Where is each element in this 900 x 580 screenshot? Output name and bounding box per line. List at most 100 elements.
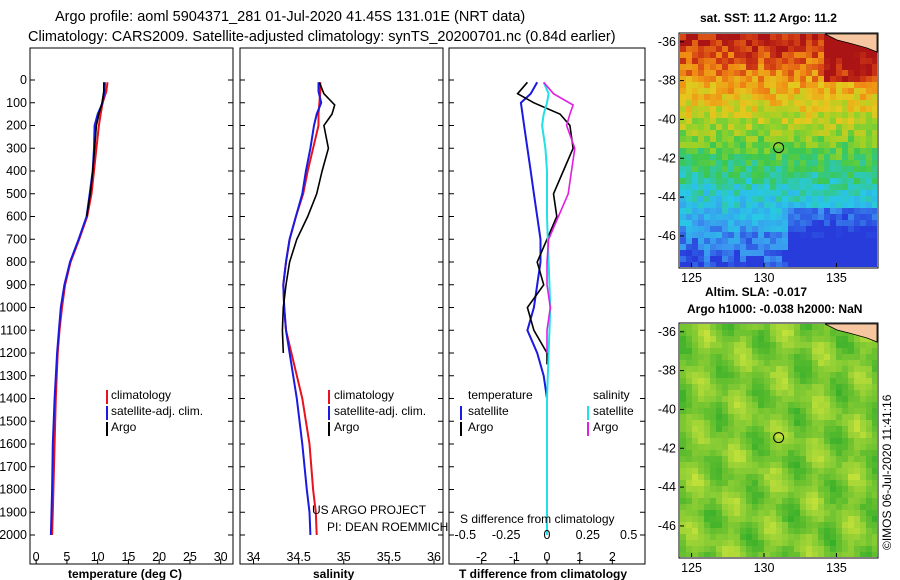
map-pixel [782,94,788,100]
map-pixel [704,196,710,202]
map-pixel [818,130,824,136]
map-pixel [686,402,692,408]
map-pixel [812,34,818,40]
map-pixel [794,178,800,184]
map-pixel [782,348,788,354]
map-pixel [800,232,806,238]
map-pixel [716,396,722,402]
map-pixel [824,522,830,528]
map-pixel [722,456,728,462]
map-pixel [728,124,734,130]
map-pixel [848,172,854,178]
map-pixel [842,522,848,528]
map-pixel [704,250,710,256]
temperature-legend: climatology satellite-adj. clim. Argo [106,388,203,436]
map-pixel [776,124,782,130]
map-pixel [686,40,692,46]
map-pixel [770,214,776,220]
x-tick-label: 5 [63,550,70,564]
map-pixel [794,64,800,70]
map-pixel [830,384,836,390]
map-pixel [800,378,806,384]
map-pixel [734,178,740,184]
map-pixel [680,438,686,444]
map-pixel [710,438,716,444]
map-pixel [734,130,740,136]
map-pixel [818,190,824,196]
map-pixel [788,552,794,557]
map-pixel [806,40,812,46]
map-pixel [728,462,734,468]
map-pixel [842,70,848,76]
map-pixel [704,492,710,498]
map-pixel [872,342,877,348]
map-pixel [704,94,710,100]
map-pixel [860,64,866,70]
map-pixel [680,330,686,336]
map-pixel [836,462,842,468]
map-pixel [764,166,770,172]
map-pixel [794,336,800,342]
map-pixel [794,202,800,208]
map-pixel [818,372,824,378]
map-pixel [860,166,866,172]
map-pixel [836,142,842,148]
map-pixel [818,528,824,534]
map-pixel [788,342,794,348]
map-pixel [758,336,764,342]
depth-tick-label: 300 [6,141,27,155]
map-pixel [734,492,740,498]
map-pixel [770,510,776,516]
map-pixel [728,130,734,136]
map-pixel [854,196,860,202]
map-pixel [716,160,722,166]
map-pixel [740,160,746,166]
map-pixel [776,76,782,82]
map-pixel [824,378,830,384]
map-pixel [830,402,836,408]
map-pixel [692,426,698,432]
map-pixel [824,160,830,166]
map-pixel [860,552,866,557]
map-pixel [698,106,704,112]
map-pixel [710,100,716,106]
map-pixel [734,40,740,46]
map-pixel [800,516,806,522]
map-pixel [854,504,860,510]
map-pixel [782,372,788,378]
temperature-panel-frame [29,47,234,565]
map-pixel [818,82,824,88]
map-pixel [758,202,764,208]
map-pixel [854,220,860,226]
map-pixel [818,58,824,64]
map-pixel [806,510,812,516]
map-pixel [848,414,854,420]
map-pixel [734,486,740,492]
map-pixel [848,468,854,474]
map-pixel [710,342,716,348]
map-pixel [872,444,877,450]
map-pixel [848,148,854,154]
map-pixel [728,250,734,256]
map-pixel [788,426,794,432]
map-pixel [764,190,770,196]
map-pixel [854,76,860,82]
map-pixel [812,360,818,366]
map-pixel [758,148,764,154]
map-pixel [746,52,752,58]
map-pixel [818,226,824,232]
map-pixel [800,64,806,70]
map-pixel [800,444,806,450]
map-pixel [758,196,764,202]
series-line-satellite-adj-clim- [282,82,323,536]
map-pixel [794,52,800,58]
map-pixel [680,510,686,516]
map-pixel [680,498,686,504]
map-pixel [758,540,764,546]
map-pixel [758,178,764,184]
map-pixel [752,106,758,112]
map-pixel [776,178,782,184]
map-pixel [788,360,794,366]
map-pixel [830,438,836,444]
map-pixel [836,450,842,456]
